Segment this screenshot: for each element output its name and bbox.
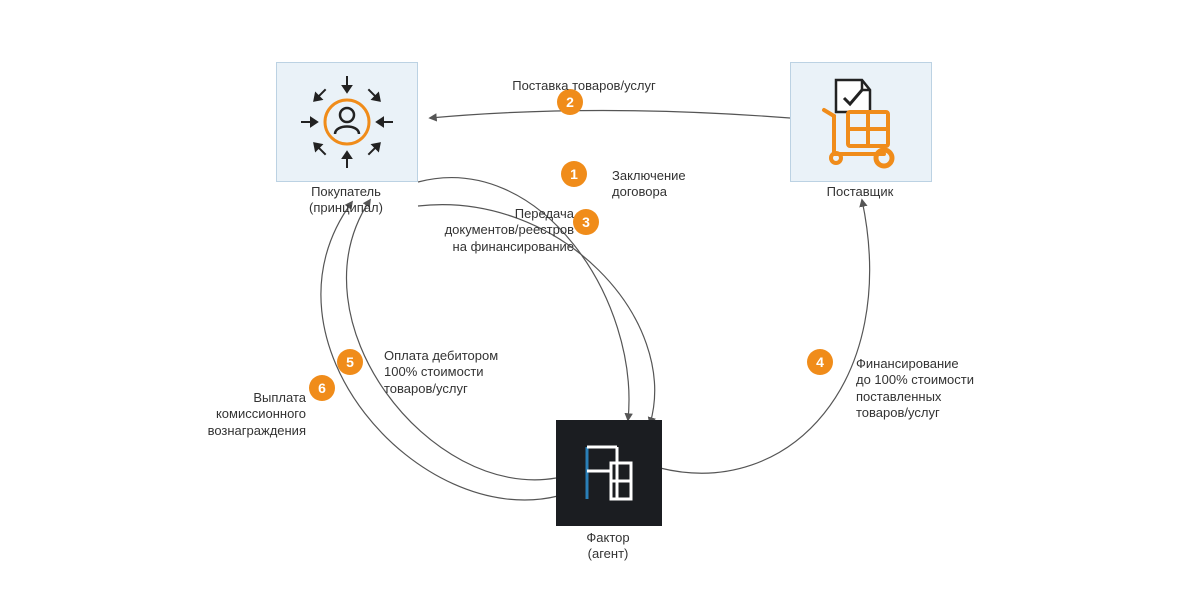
step-badge-3: 3: [573, 209, 599, 235]
buyer-icon: [292, 72, 402, 172]
step-badge-5: 5: [337, 349, 363, 375]
step-label-2: Поставка товаров/услуг: [464, 78, 704, 94]
node-supplier: [790, 62, 932, 182]
diagram-stage: Покупатель (принципал) Поставщик: [0, 0, 1200, 600]
step-label-6: Выплата комиссионного вознаграждения: [208, 390, 306, 439]
node-buyer: [276, 62, 418, 182]
node-supplier-label: Поставщик: [760, 184, 960, 200]
node-factor-label: Фактор (агент): [508, 530, 708, 563]
factor-icon: [569, 433, 649, 513]
step-label-3: Передача документов/реестров на финансир…: [445, 206, 574, 255]
step-label-4: Финансирование до 100% стоимости поставл…: [856, 356, 974, 421]
step-label-5: Оплата дебитором 100% стоимости товаров/…: [384, 348, 498, 397]
step-badge-1: 1: [561, 161, 587, 187]
step-badge-4: 4: [807, 349, 833, 375]
node-factor: [556, 420, 662, 526]
supplier-icon: [806, 72, 916, 172]
step-badge-6: 6: [309, 375, 335, 401]
node-buyer-label: Покупатель (принципал): [246, 184, 446, 217]
step-label-1: Заключение договора: [612, 168, 686, 201]
